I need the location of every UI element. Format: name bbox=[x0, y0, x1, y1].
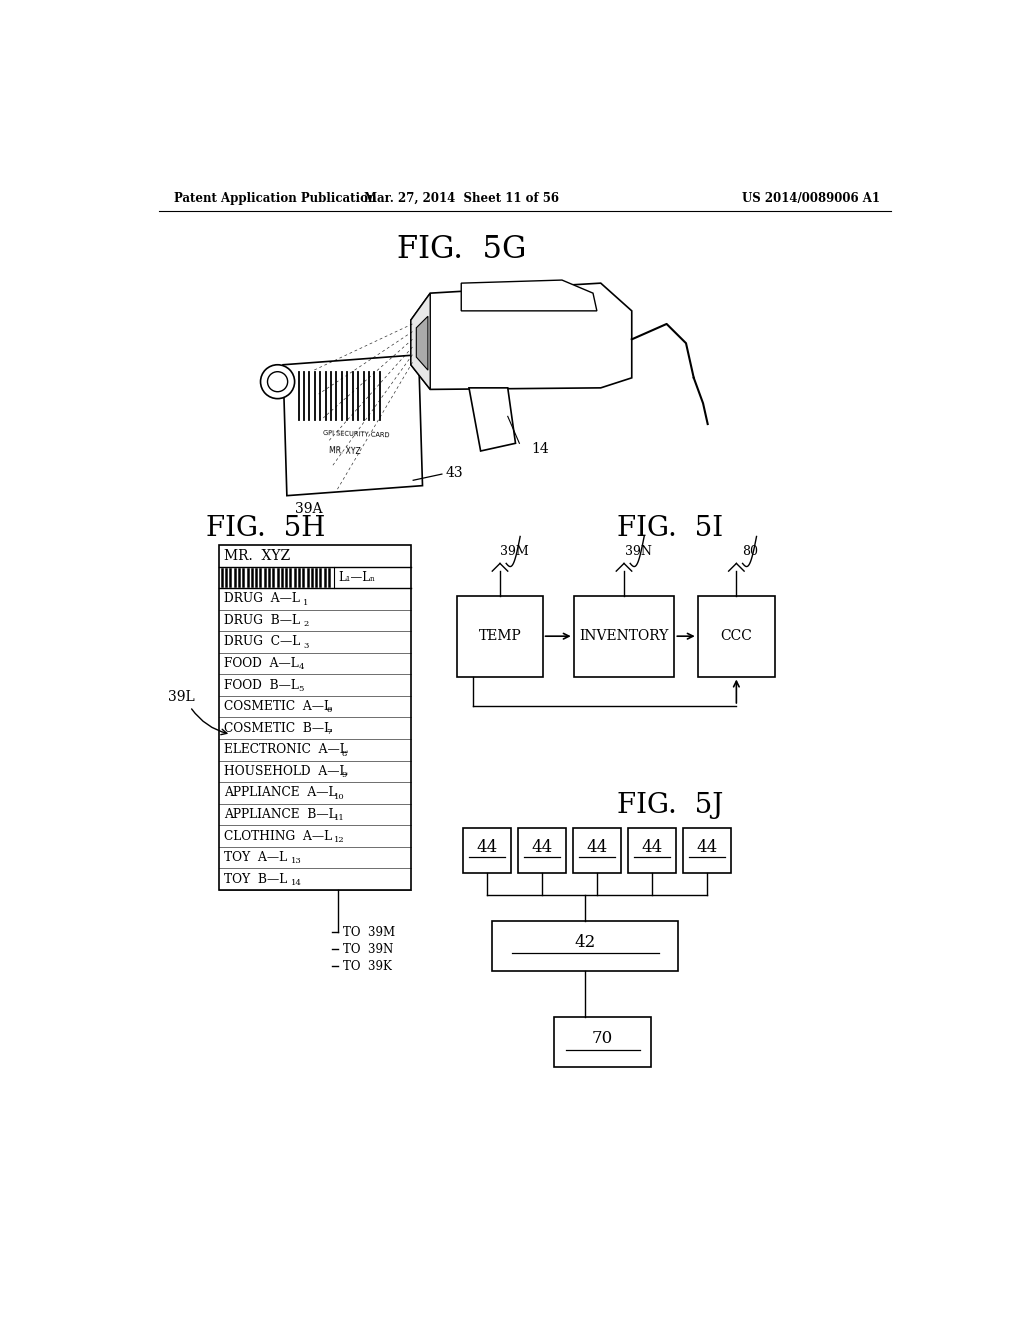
Text: CLOTHING  A—L: CLOTHING A—L bbox=[224, 829, 332, 842]
Text: TOY  B—L: TOY B—L bbox=[224, 873, 288, 886]
Text: TO  39K: TO 39K bbox=[343, 960, 391, 973]
Text: COSMETIC  A—L: COSMETIC A—L bbox=[224, 700, 332, 713]
Text: TO  39M: TO 39M bbox=[343, 925, 395, 939]
Text: COSMETIC  B—L: COSMETIC B—L bbox=[224, 722, 332, 735]
Text: 39A: 39A bbox=[295, 502, 323, 516]
Text: APPLIANCE  A—L: APPLIANCE A—L bbox=[224, 787, 337, 800]
Text: FOOD  A—L: FOOD A—L bbox=[224, 657, 299, 671]
Text: 2: 2 bbox=[303, 620, 308, 628]
Text: 6: 6 bbox=[327, 706, 332, 714]
Text: L₁—Lₙ: L₁—Lₙ bbox=[338, 570, 375, 583]
Text: DRUG  A—L: DRUG A—L bbox=[224, 593, 300, 606]
Text: 4: 4 bbox=[299, 664, 304, 672]
Bar bbox=[463, 829, 511, 873]
Text: FIG.  5G: FIG. 5G bbox=[396, 234, 526, 265]
Text: 44: 44 bbox=[696, 840, 718, 857]
Text: 5: 5 bbox=[299, 685, 304, 693]
Bar bbox=[683, 829, 731, 873]
Text: 42: 42 bbox=[574, 935, 596, 952]
Text: 1: 1 bbox=[303, 599, 308, 607]
Text: 11: 11 bbox=[334, 814, 345, 822]
Text: 44: 44 bbox=[587, 840, 607, 857]
Text: TEMP: TEMP bbox=[478, 630, 521, 643]
Text: MR. XYZ: MR. XYZ bbox=[329, 446, 360, 455]
Text: CCC: CCC bbox=[721, 630, 753, 643]
Polygon shape bbox=[461, 280, 597, 312]
Circle shape bbox=[267, 372, 288, 392]
Text: MR.  XYZ: MR. XYZ bbox=[224, 549, 290, 562]
Text: GPI SECURITY CARD: GPI SECURITY CARD bbox=[324, 430, 390, 438]
Text: 8: 8 bbox=[342, 750, 347, 758]
Text: 9: 9 bbox=[342, 771, 347, 779]
Circle shape bbox=[260, 364, 295, 399]
Text: Patent Application Publication: Patent Application Publication bbox=[174, 191, 377, 205]
Text: TOY  A—L: TOY A—L bbox=[224, 851, 287, 865]
Text: 12: 12 bbox=[334, 836, 345, 843]
Text: 14: 14 bbox=[291, 879, 302, 887]
Text: US 2014/0089006 A1: US 2014/0089006 A1 bbox=[741, 191, 880, 205]
Polygon shape bbox=[417, 317, 428, 370]
Text: Mar. 27, 2014  Sheet 11 of 56: Mar. 27, 2014 Sheet 11 of 56 bbox=[364, 191, 559, 205]
Text: DRUG  C—L: DRUG C—L bbox=[224, 635, 300, 648]
Text: FIG.  5H: FIG. 5H bbox=[206, 515, 326, 541]
Bar bbox=[458, 595, 543, 677]
Bar bbox=[573, 595, 675, 677]
Text: 7: 7 bbox=[327, 729, 332, 737]
Text: 10: 10 bbox=[334, 793, 345, 801]
Text: 70: 70 bbox=[592, 1031, 613, 1047]
Bar bbox=[572, 829, 621, 873]
Bar bbox=[554, 1016, 651, 1067]
Text: 39L: 39L bbox=[168, 690, 195, 705]
Bar bbox=[628, 829, 676, 873]
Text: FIG.  5I: FIG. 5I bbox=[617, 515, 724, 541]
Bar bbox=[219, 545, 411, 890]
Bar bbox=[697, 595, 775, 677]
Bar bbox=[493, 921, 678, 970]
Polygon shape bbox=[283, 355, 423, 496]
Text: 39N: 39N bbox=[625, 545, 651, 557]
Text: 80: 80 bbox=[742, 545, 759, 557]
Text: 13: 13 bbox=[291, 858, 301, 866]
Text: 39M: 39M bbox=[500, 545, 528, 557]
Bar bbox=[518, 829, 566, 873]
Text: HOUSEHOLD  A—L: HOUSEHOLD A—L bbox=[224, 764, 347, 777]
Text: FOOD  B—L: FOOD B—L bbox=[224, 678, 299, 692]
Text: 44: 44 bbox=[641, 840, 663, 857]
Text: APPLIANCE  B—L: APPLIANCE B—L bbox=[224, 808, 337, 821]
Text: 3: 3 bbox=[303, 642, 308, 649]
Text: 44: 44 bbox=[531, 840, 553, 857]
Text: DRUG  B—L: DRUG B—L bbox=[224, 614, 300, 627]
Polygon shape bbox=[469, 388, 515, 451]
Text: 43: 43 bbox=[445, 466, 464, 479]
Polygon shape bbox=[411, 293, 430, 389]
Text: ELECTRONIC  A—L: ELECTRONIC A—L bbox=[224, 743, 348, 756]
Text: FIG.  5J: FIG. 5J bbox=[617, 792, 724, 818]
Text: TO  39N: TO 39N bbox=[343, 942, 393, 956]
Text: 44: 44 bbox=[476, 840, 498, 857]
Text: 14: 14 bbox=[531, 442, 549, 457]
Text: INVENTORY: INVENTORY bbox=[580, 630, 669, 643]
Polygon shape bbox=[411, 284, 632, 389]
